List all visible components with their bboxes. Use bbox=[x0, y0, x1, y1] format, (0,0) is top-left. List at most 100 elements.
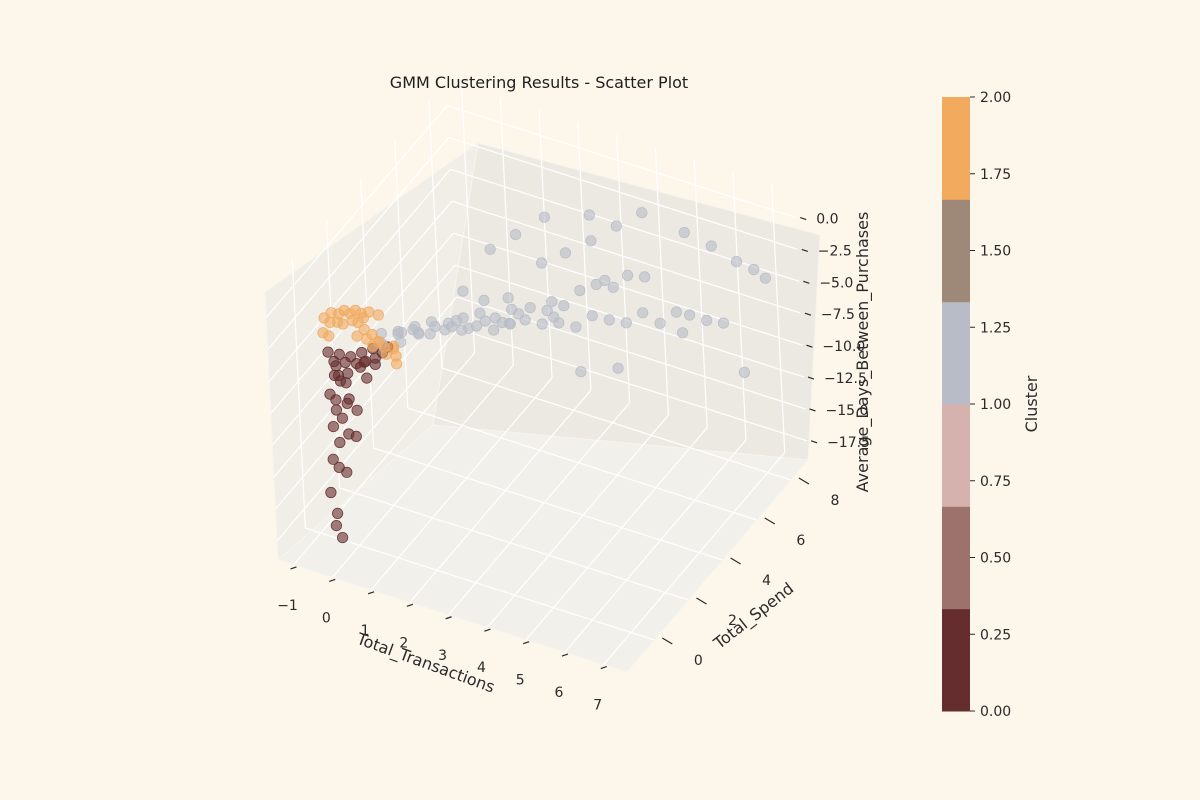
grid-line-x bbox=[693, 159, 708, 428]
point-cluster-1 bbox=[636, 207, 648, 219]
x-tick-mark bbox=[290, 566, 297, 570]
point-cluster-1 bbox=[559, 247, 572, 259]
point-cluster-1 bbox=[637, 307, 649, 319]
z-tick-mark bbox=[803, 280, 810, 284]
point-cluster-1 bbox=[676, 327, 689, 339]
z-tick-mark bbox=[800, 216, 807, 221]
point-cluster-1 bbox=[471, 320, 483, 332]
point-cluster-0 bbox=[332, 369, 345, 382]
point-cluster-0 bbox=[325, 486, 337, 499]
x-tick-mark bbox=[522, 641, 530, 645]
point-cluster-0 bbox=[369, 352, 381, 364]
grid-line-y bbox=[394, 139, 409, 409]
grid-line-z bbox=[447, 104, 797, 219]
point-cluster-1 bbox=[484, 243, 496, 255]
point-cluster-0 bbox=[330, 519, 342, 532]
point-cluster-1 bbox=[612, 362, 624, 374]
point-cluster-1 bbox=[654, 317, 666, 329]
grid-line-z bbox=[268, 168, 451, 382]
point-cluster-0 bbox=[334, 436, 346, 449]
y-tick-mark bbox=[730, 557, 741, 565]
point-cluster-0 bbox=[331, 507, 344, 520]
grid-line-z bbox=[451, 200, 802, 314]
point-cluster-1 bbox=[479, 315, 491, 327]
z-tick-label: −10.0 bbox=[822, 339, 865, 355]
point-cluster-1 bbox=[730, 255, 743, 268]
colorbar-band bbox=[942, 608, 970, 712]
x-tick-label: 1 bbox=[361, 623, 370, 639]
z-tick-mark bbox=[810, 440, 818, 444]
point-cluster-1 bbox=[425, 316, 438, 328]
x-tick-label: 5 bbox=[516, 673, 525, 689]
x-tick-mark bbox=[367, 591, 375, 595]
grid-line-x bbox=[448, 402, 631, 616]
grid-line-y bbox=[305, 527, 655, 641]
colorbar-tick-label: 1.75 bbox=[980, 167, 1011, 183]
point-cluster-1 bbox=[683, 309, 696, 321]
chart-title: GMM Clustering Results - Scatter Plot bbox=[390, 73, 688, 92]
z-tick-mark bbox=[806, 344, 813, 348]
point-cluster-1 bbox=[558, 300, 570, 312]
tick-marks: −1 0 1 2 3 4 5 6 7 0 2 4 6 8 0.0 −2.5 −5.0 −7.5 −10.0 −12.5… bbox=[277, 212, 870, 714]
point-cluster-2 bbox=[318, 312, 330, 324]
point-cluster-1 bbox=[575, 366, 587, 378]
z-tick-label: −17.5 bbox=[827, 435, 870, 451]
grid-line-z bbox=[448, 136, 798, 250]
grid-line-z bbox=[276, 328, 459, 542]
y-tick-label: 4 bbox=[762, 573, 771, 589]
x-tick-mark bbox=[445, 616, 452, 620]
point-cluster-1 bbox=[535, 257, 548, 269]
point-cluster-2 bbox=[372, 309, 384, 321]
x-axis-label: Total_Transactions bbox=[353, 629, 497, 698]
colorbar-band bbox=[942, 97, 970, 200]
y-tick-mark bbox=[696, 597, 707, 605]
grid-line-z bbox=[265, 105, 448, 318]
colorbar-tick-label: 2.00 bbox=[980, 90, 1011, 106]
grid-line-y bbox=[428, 99, 443, 369]
y-axis-label: Total_Spend bbox=[709, 579, 798, 654]
grid-line-x bbox=[525, 427, 708, 641]
x-tick-mark bbox=[600, 665, 607, 670]
point-cluster-1 bbox=[553, 317, 565, 329]
grid-line-z bbox=[457, 328, 808, 442]
x-tick-mark bbox=[329, 578, 336, 582]
grid-line-y bbox=[339, 487, 689, 601]
point-cluster-0 bbox=[322, 346, 334, 358]
data-points bbox=[317, 207, 772, 544]
point-cluster-0 bbox=[336, 531, 349, 544]
point-cluster-1 bbox=[678, 226, 690, 239]
point-cluster-1 bbox=[759, 272, 772, 284]
point-cluster-1 bbox=[603, 314, 615, 326]
point-cluster-1 bbox=[621, 269, 634, 281]
point-cluster-0 bbox=[333, 461, 345, 473]
y-tick-mark bbox=[764, 517, 776, 525]
colorbar-tick-label: 1.25 bbox=[980, 320, 1011, 336]
gridlines bbox=[265, 84, 808, 665]
z-tick-label: 0.0 bbox=[816, 212, 838, 228]
point-cluster-0 bbox=[356, 346, 368, 359]
point-cluster-1 bbox=[478, 294, 490, 306]
point-cluster-2 bbox=[346, 314, 358, 327]
point-cluster-0 bbox=[342, 367, 354, 379]
point-cluster-1 bbox=[638, 271, 651, 283]
grid-line-x bbox=[538, 109, 553, 378]
point-cluster-1 bbox=[585, 235, 597, 247]
point-cluster-2 bbox=[367, 340, 379, 352]
y-tick-mark bbox=[798, 477, 810, 485]
grid-line-x bbox=[486, 414, 669, 628]
point-cluster-1 bbox=[610, 220, 622, 232]
x-tick-label: 0 bbox=[322, 610, 331, 626]
point-cluster-1 bbox=[502, 292, 514, 304]
grid-line-x bbox=[331, 365, 514, 578]
point-cluster-1 bbox=[705, 240, 717, 252]
point-cluster-1 bbox=[717, 317, 730, 329]
point-cluster-1 bbox=[574, 284, 586, 297]
y-tick-label: 8 bbox=[830, 493, 839, 509]
z-tick-label: −7.5 bbox=[821, 307, 855, 323]
point-cluster-2 bbox=[317, 327, 329, 339]
x-tick-label: −1 bbox=[277, 598, 298, 614]
colorbar-tick-label: 0.75 bbox=[980, 474, 1011, 490]
colorbar: 0.00 0.25 0.50 0.75 1.00 1.25 1.50 1.75 2.00 bbox=[942, 90, 1011, 720]
